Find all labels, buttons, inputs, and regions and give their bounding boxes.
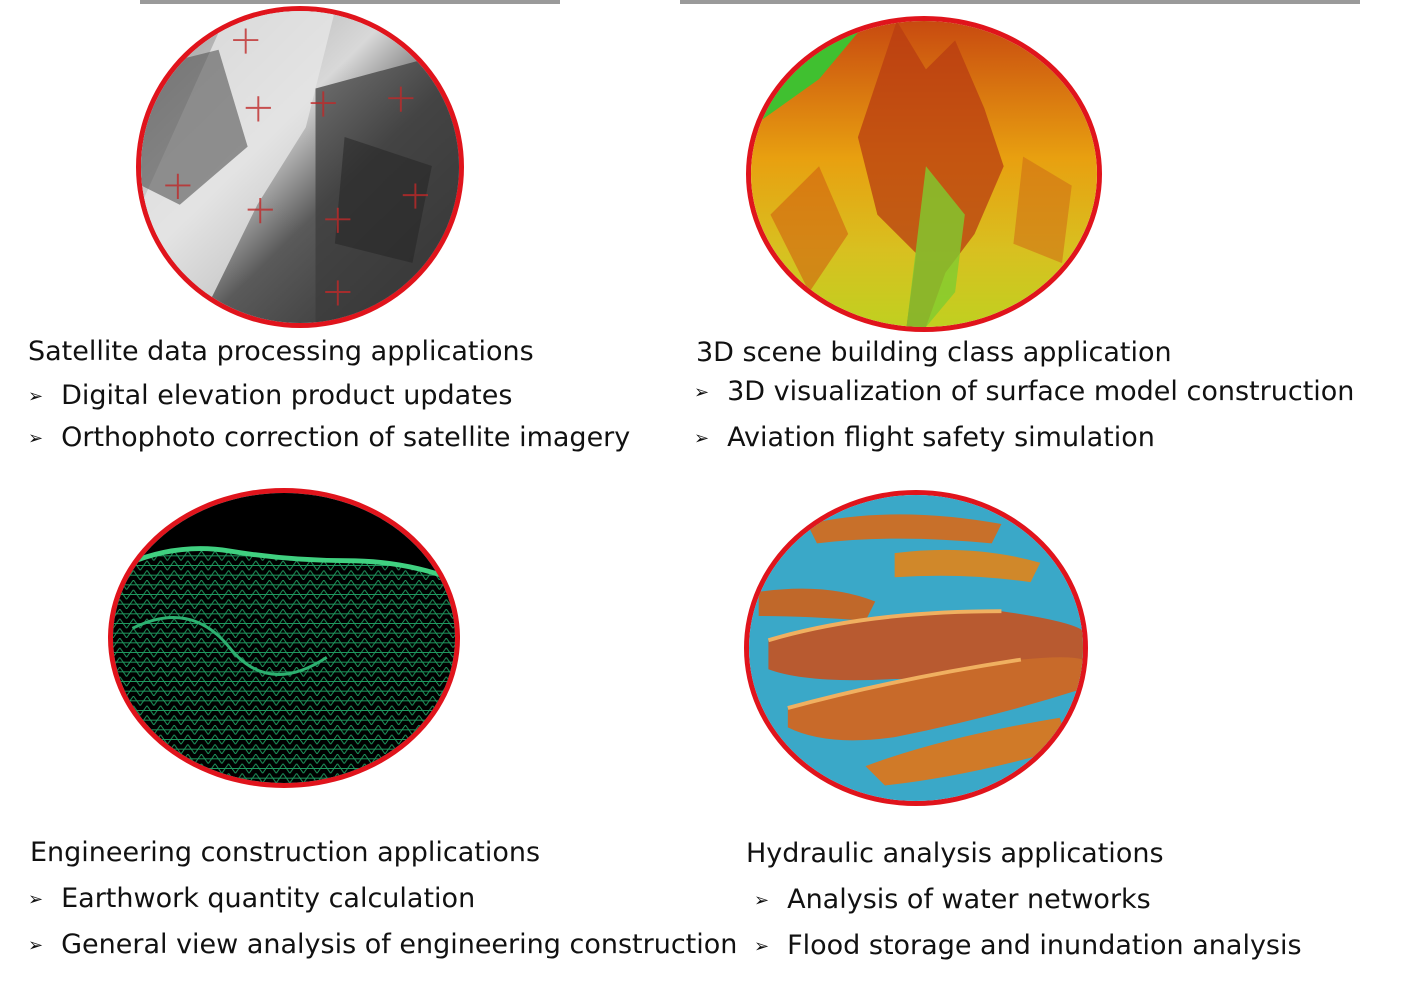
list-item-label: Aviation flight safety simulation (727, 422, 1155, 453)
list-item-label: Flood storage and inundation analysis (787, 930, 1302, 961)
list-item: ➢ General view analysis of engineering co… (28, 929, 737, 960)
list-item: ➢ Earthwork quantity calculation (28, 883, 475, 914)
3d-scene-image-circle (746, 16, 1102, 332)
top-edge-line (680, 0, 1360, 4)
satellite-image-circle (136, 6, 464, 328)
water-terrain-map-icon (749, 495, 1083, 801)
panel-title: Hydraulic analysis applications (746, 838, 1164, 869)
list-item: ➢ Orthophoto correction of satellite imag… (28, 422, 630, 453)
list-item: ➢ Analysis of water networks (754, 884, 1151, 915)
arrow-bullet-icon: ➢ (694, 382, 710, 403)
list-item-label: Digital elevation product updates (61, 380, 513, 411)
wireframe-mesh-terrain-icon (113, 493, 455, 783)
arrow-bullet-icon: ➢ (754, 936, 770, 957)
list-item: ➢ Flood storage and inundation analysis (754, 930, 1302, 961)
panel-title: 3D scene building class application (696, 337, 1172, 368)
list-item: ➢ 3D visualization of surface model const… (694, 376, 1354, 407)
hydraulic-image-circle (744, 490, 1088, 806)
list-item: ➢ Digital elevation product updates (28, 380, 512, 411)
list-item-label: Orthophoto correction of satellite image… (61, 422, 631, 453)
list-item-label: Earthwork quantity calculation (61, 883, 476, 914)
top-edge-line (140, 0, 560, 4)
list-item-label: Analysis of water networks (787, 884, 1151, 915)
list-item-label: General view analysis of engineering con… (61, 929, 738, 960)
arrow-bullet-icon: ➢ (28, 386, 44, 407)
grayscale-satellite-terrain-icon (141, 11, 459, 323)
arrow-bullet-icon: ➢ (28, 428, 44, 449)
panel-title: Engineering construction applications (30, 837, 541, 868)
list-item-label: 3D visualization of surface model constr… (727, 376, 1355, 407)
3d-terrain-relief-icon (751, 21, 1097, 327)
arrow-bullet-icon: ➢ (28, 889, 44, 910)
arrow-bullet-icon: ➢ (754, 890, 770, 911)
list-item: ➢ Aviation flight safety simulation (694, 422, 1155, 453)
arrow-bullet-icon: ➢ (28, 935, 44, 956)
engineering-image-circle (108, 488, 460, 788)
panel-title: Satellite data processing applications (28, 336, 534, 367)
arrow-bullet-icon: ➢ (694, 428, 710, 449)
